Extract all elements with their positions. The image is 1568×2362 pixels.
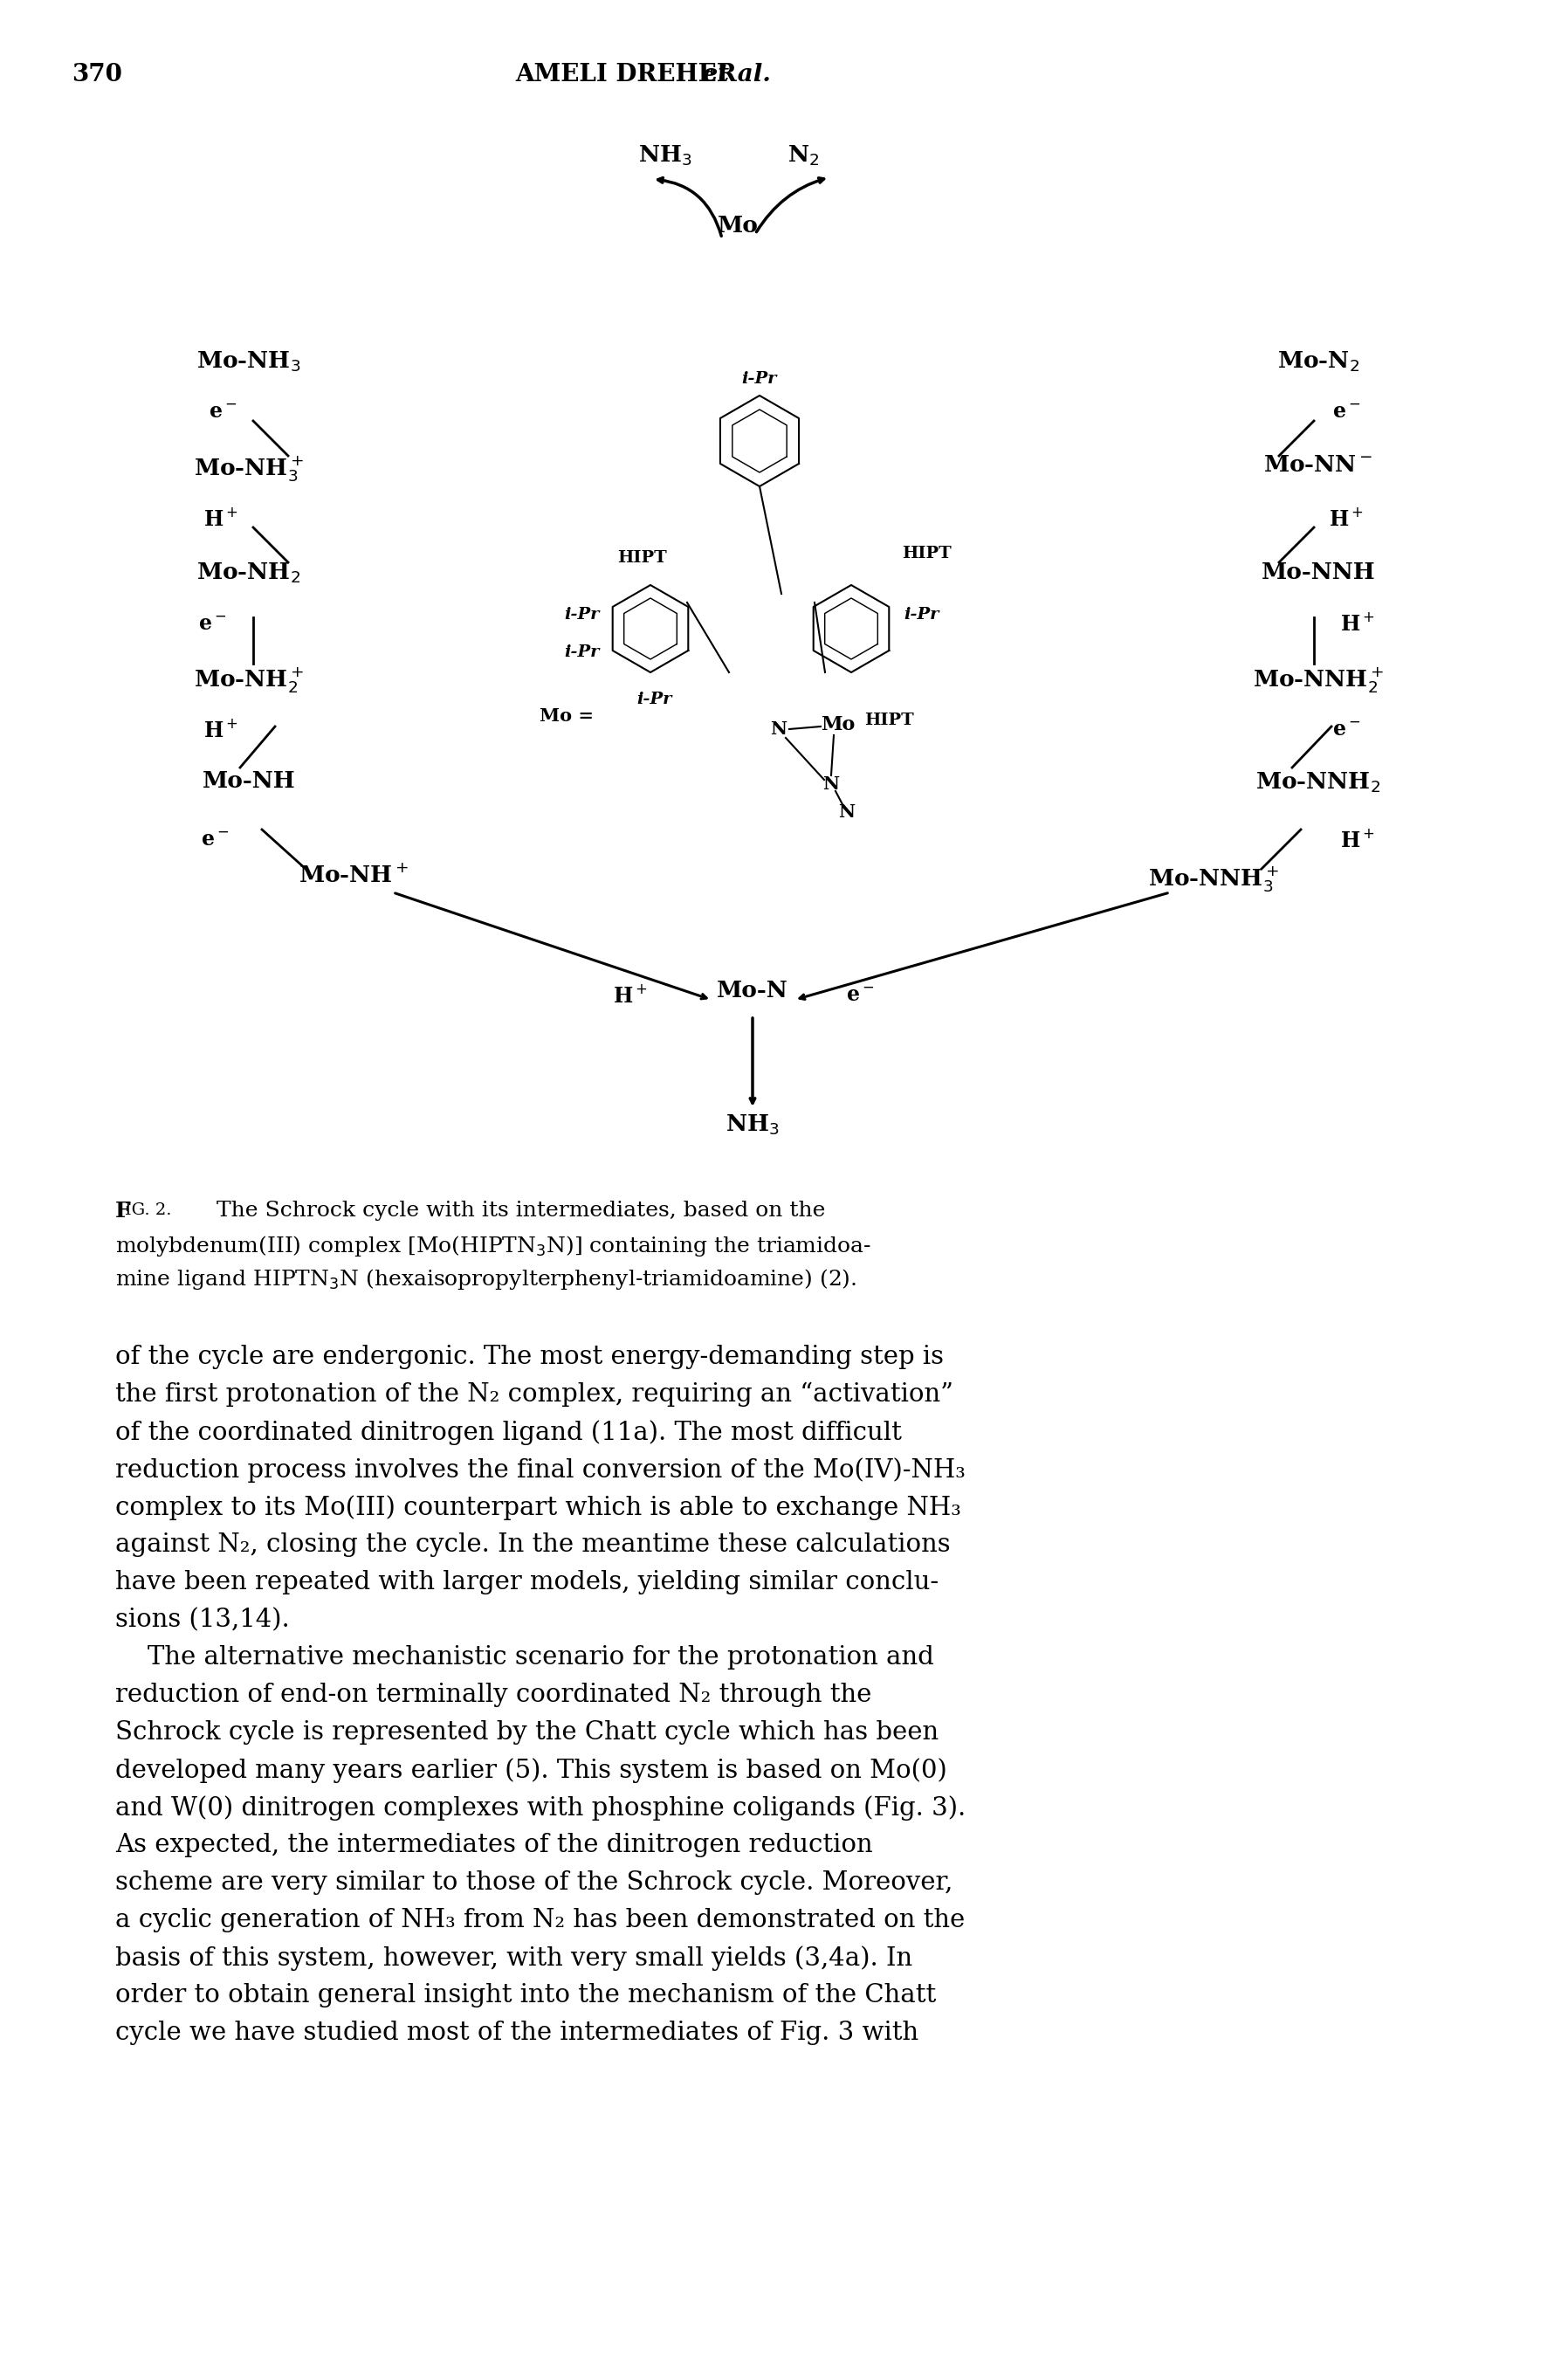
Text: e$^-$: e$^-$ — [209, 402, 237, 423]
Text: IG. 2.: IG. 2. — [125, 1202, 171, 1219]
Text: basis of this system, however, with very small yields (3,4a). In: basis of this system, however, with very… — [114, 1946, 913, 1970]
Text: scheme are very similar to those of the Schrock cycle. Moreover,: scheme are very similar to those of the … — [114, 1871, 953, 1894]
Text: e$^-$: e$^-$ — [201, 829, 229, 850]
Text: molybdenum(III) complex [Mo(HIPTN$_3$N)] containing the triamidoa-: molybdenum(III) complex [Mo(HIPTN$_3$N)]… — [114, 1233, 872, 1259]
Text: and W(0) dinitrogen complexes with phosphine coligands (Fig. 3).: and W(0) dinitrogen complexes with phosp… — [114, 1795, 966, 1821]
Text: cycle we have studied most of the intermediates of Fig. 3 with: cycle we have studied most of the interm… — [114, 2020, 919, 2045]
Text: Schrock cycle is represented by the Chatt cycle which has been: Schrock cycle is represented by the Chat… — [114, 1720, 939, 1746]
Text: e$^-$: e$^-$ — [198, 614, 226, 635]
Text: Mo-NH$_3$: Mo-NH$_3$ — [196, 350, 301, 373]
Text: order to obtain general insight into the mechanism of the Chatt: order to obtain general insight into the… — [114, 1984, 936, 2008]
Text: HIPT: HIPT — [616, 550, 666, 567]
Text: HIPT: HIPT — [864, 713, 914, 727]
Text: Mo-NN$^-$: Mo-NN$^-$ — [1264, 454, 1374, 475]
Text: i-Pr: i-Pr — [903, 607, 939, 624]
Text: As expected, the intermediates of the dinitrogen reduction: As expected, the intermediates of the di… — [114, 1833, 873, 1857]
Text: Mo-NH$_2$: Mo-NH$_2$ — [198, 562, 301, 586]
Text: mine ligand HIPTN$_3$N (hexaisopropylterphenyl-triamidoamine) (2).: mine ligand HIPTN$_3$N (hexaisopropylter… — [114, 1266, 856, 1292]
Text: Mo: Mo — [717, 215, 759, 236]
Text: NH$_3$: NH$_3$ — [726, 1113, 779, 1138]
Text: e$^-$: e$^-$ — [1333, 402, 1361, 423]
Text: 370: 370 — [72, 64, 122, 87]
Text: i-Pr: i-Pr — [564, 607, 601, 624]
Text: of the coordinated dinitrogen ligand (11a). The most difficult: of the coordinated dinitrogen ligand (11… — [114, 1420, 902, 1446]
Text: Mo-NNH$_3^+$: Mo-NNH$_3^+$ — [1148, 864, 1279, 895]
Text: H$^+$: H$^+$ — [613, 985, 648, 1006]
Text: N: N — [839, 803, 855, 822]
Text: Mo-NNH: Mo-NNH — [1261, 562, 1375, 583]
Text: AMELI DREHER: AMELI DREHER — [516, 64, 737, 87]
Text: Mo =: Mo = — [539, 706, 594, 725]
Text: H$^+$: H$^+$ — [1341, 829, 1375, 850]
Text: N: N — [823, 775, 839, 794]
Text: H$^+$: H$^+$ — [1341, 614, 1375, 635]
Text: developed many years earlier (5). This system is based on Mo(0): developed many years earlier (5). This s… — [114, 1757, 947, 1783]
Text: Mo-NH$_3^+$: Mo-NH$_3^+$ — [194, 454, 304, 484]
Text: Mo-N$_2$: Mo-N$_2$ — [1278, 350, 1359, 373]
Text: F: F — [114, 1200, 130, 1221]
Text: sions (13,14).: sions (13,14). — [114, 1609, 290, 1632]
Text: et al.: et al. — [695, 64, 771, 87]
Text: Mo-NNH$_2^+$: Mo-NNH$_2^+$ — [1253, 666, 1385, 694]
Text: HIPT: HIPT — [902, 546, 952, 562]
Text: i-Pr: i-Pr — [742, 371, 778, 387]
Text: e$^-$: e$^-$ — [845, 985, 875, 1006]
Text: N: N — [770, 720, 787, 737]
Text: H$^+$: H$^+$ — [204, 508, 238, 529]
Text: reduction process involves the final conversion of the Mo(IV)-NH₃: reduction process involves the final con… — [114, 1457, 966, 1483]
Text: complex to its Mo(III) counterpart which is able to exchange NH₃: complex to its Mo(III) counterpart which… — [114, 1495, 961, 1521]
Text: Mo-NH$^+$: Mo-NH$^+$ — [298, 864, 409, 888]
Text: have been repeated with larger models, yielding similar conclu-: have been repeated with larger models, y… — [114, 1571, 939, 1594]
Text: e$^-$: e$^-$ — [1333, 720, 1361, 739]
Text: NH$_3$: NH$_3$ — [638, 144, 691, 168]
Text: Mo-NH: Mo-NH — [202, 770, 295, 791]
Text: H$^+$: H$^+$ — [204, 720, 238, 742]
Text: The Schrock cycle with its intermediates, based on the: The Schrock cycle with its intermediates… — [202, 1200, 825, 1221]
Text: N$_2$: N$_2$ — [787, 144, 818, 168]
Text: the first protonation of the N₂ complex, requiring an “activation”: the first protonation of the N₂ complex,… — [114, 1382, 953, 1408]
Text: a cyclic generation of NH₃ from N₂ has been demonstrated on the: a cyclic generation of NH₃ from N₂ has b… — [114, 1908, 964, 1932]
Text: H$^+$: H$^+$ — [1328, 508, 1364, 529]
Text: i-Pr: i-Pr — [637, 692, 673, 706]
Text: Mo-N: Mo-N — [717, 980, 789, 1001]
Text: i-Pr: i-Pr — [564, 645, 601, 659]
Text: Mo: Mo — [822, 716, 855, 735]
Text: reduction of end-on terminally coordinated N₂ through the: reduction of end-on terminally coordinat… — [114, 1682, 872, 1708]
Text: Mo-NH$_2^+$: Mo-NH$_2^+$ — [194, 666, 304, 694]
Text: Mo-NNH$_2$: Mo-NNH$_2$ — [1256, 770, 1381, 794]
Text: against N₂, closing the cycle. In the meantime these calculations: against N₂, closing the cycle. In the me… — [114, 1533, 950, 1557]
Text: The alternative mechanistic scenario for the protonation and: The alternative mechanistic scenario for… — [114, 1644, 935, 1670]
Text: of the cycle are endergonic. The most energy-demanding step is: of the cycle are endergonic. The most en… — [114, 1344, 944, 1370]
